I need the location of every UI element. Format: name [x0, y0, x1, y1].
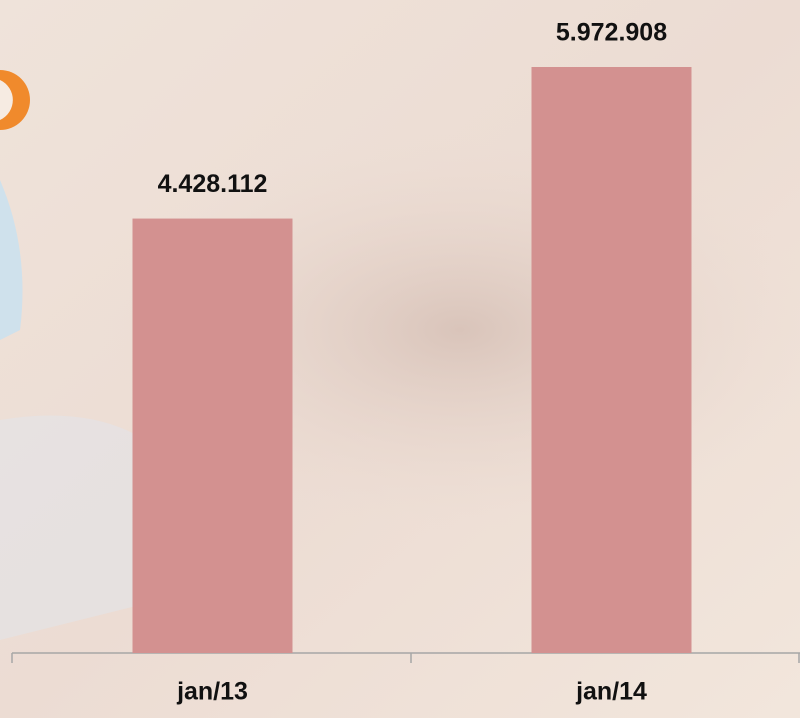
- plot: jan/13 4.428.112 jan/14 5.972.908: [11, 19, 800, 706]
- bar: [531, 67, 692, 653]
- value-label: 4.428.112: [158, 170, 268, 198]
- bar: [132, 218, 293, 653]
- x-tick-label: jan/14: [575, 678, 647, 706]
- x-tick-label: jan/13: [176, 678, 248, 706]
- value-label: 5.972.908: [556, 19, 667, 47]
